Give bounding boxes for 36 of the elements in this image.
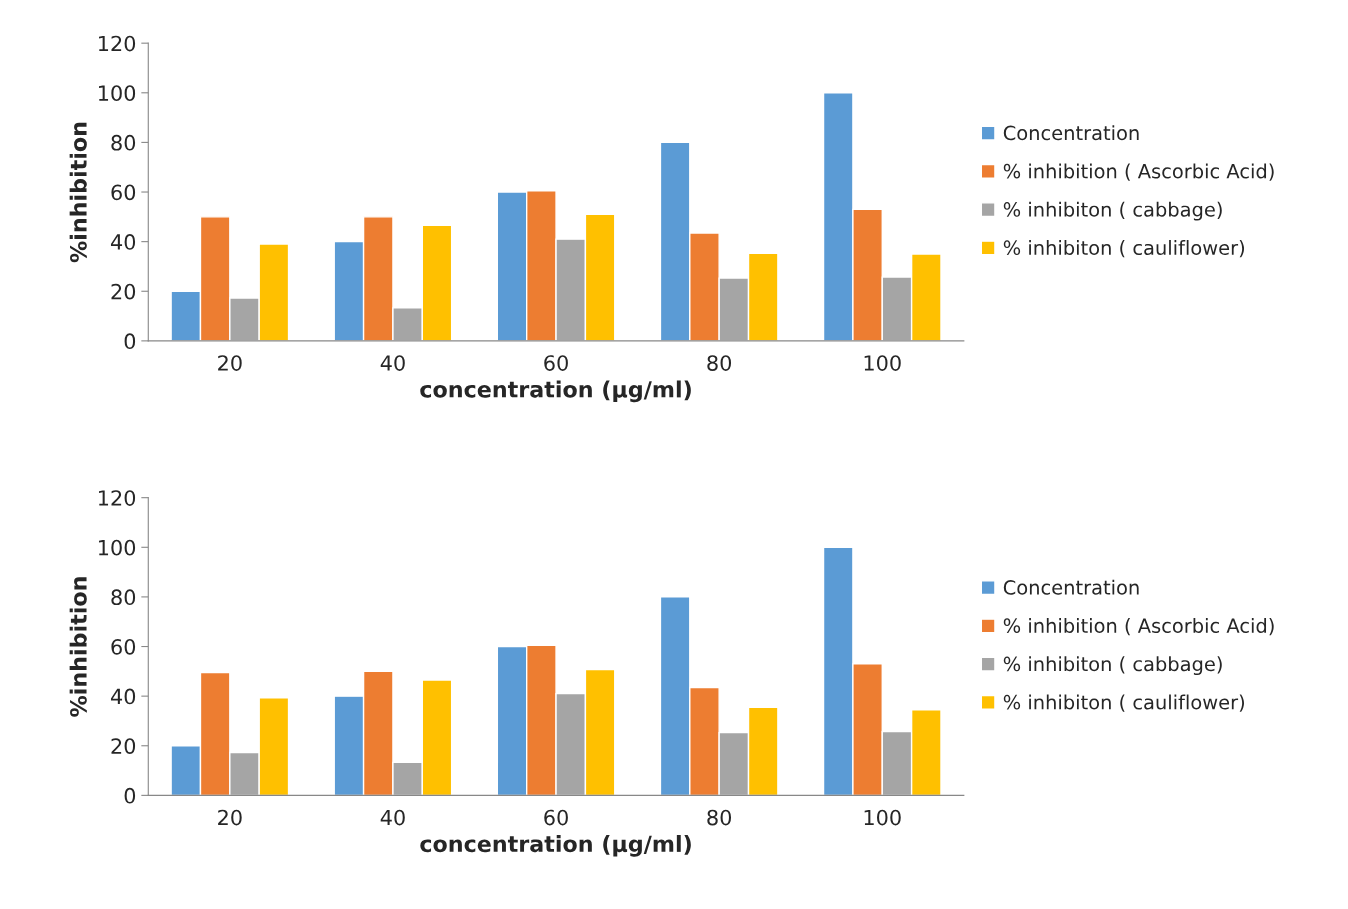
y-tick-label: 60 <box>111 638 136 655</box>
x-tick-label: 100 <box>864 355 901 371</box>
legend-label: Concentration <box>1003 125 1139 141</box>
legend-label: % inhibiton ( cabbage) <box>1003 201 1222 221</box>
y-tick-label: 120 <box>99 35 136 52</box>
x-tick-label: 40 <box>380 355 405 371</box>
y-tick-label: 80 <box>111 589 136 606</box>
x-axis-title: concentration (µg/ml) <box>420 380 691 403</box>
x-tick-label: 20 <box>218 355 242 371</box>
legend-label: % inhibition ( Ascorbic Acid) <box>1003 163 1274 181</box>
x-tick-label: 20 <box>218 809 242 826</box>
x-tick-label: 80 <box>707 355 732 371</box>
legend-label: % inhibiton ( cauliflower) <box>1003 694 1245 712</box>
y-tick-label: 100 <box>99 539 136 556</box>
y-tick-label: 20 <box>111 738 136 754</box>
x-tick-label: 100 <box>864 809 901 826</box>
y-tick-label: 40 <box>110 688 136 705</box>
y-tick-label: 100 <box>99 85 136 102</box>
x-tick-label: 80 <box>707 809 732 826</box>
y-tick-label: 0 <box>124 787 136 804</box>
y-tick-label: 40 <box>110 234 136 250</box>
legend-label: Concentration <box>1003 579 1139 595</box>
x-tick-label: 60 <box>544 355 568 371</box>
y-axis-title: %inhibition <box>69 577 87 717</box>
y-axis-title: %inhibition <box>69 122 87 263</box>
legend-label: % inhibiton ( cabbage) <box>1003 656 1222 676</box>
x-axis-title: concentration (µg/ml) <box>420 834 691 857</box>
legend-label: % inhibition ( Ascorbic Acid) <box>1003 617 1274 636</box>
x-tick-label: 40 <box>380 809 405 826</box>
y-tick-label: 120 <box>99 490 136 506</box>
legend-label: % inhibiton ( cauliflower) <box>1003 240 1245 258</box>
y-tick-label: 0 <box>124 333 136 350</box>
y-tick-label: 20 <box>111 283 136 300</box>
y-tick-label: 80 <box>111 134 136 151</box>
y-tick-label: 60 <box>111 184 136 201</box>
x-tick-label: 60 <box>544 809 568 826</box>
